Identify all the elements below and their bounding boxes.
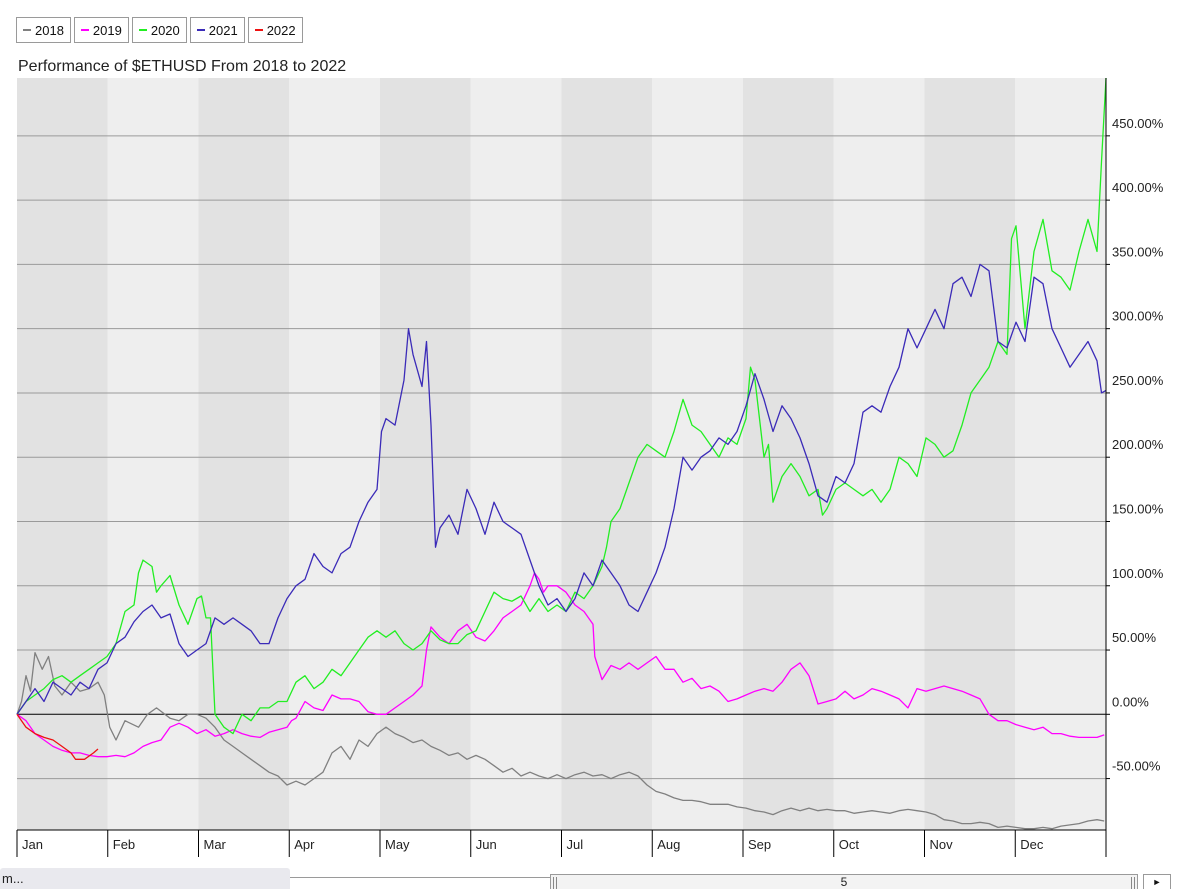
legend-swatch — [23, 29, 31, 31]
month-band — [107, 78, 199, 830]
x-tick-label-jun: Jun — [476, 837, 497, 852]
legend: 2018 2019 2020 2021 2022 — [16, 17, 303, 43]
legend-label: 2019 — [92, 22, 122, 38]
x-tick-label-jul: Jul — [567, 837, 584, 852]
series-line-2018 — [16, 651, 1105, 830]
month-band — [652, 78, 743, 830]
triangle-right-icon: ► — [1152, 877, 1162, 887]
series-line-2022 — [16, 713, 99, 760]
legend-swatch — [138, 29, 147, 31]
month-band — [470, 78, 562, 830]
legend-swatch — [80, 29, 89, 31]
x-tick-label-may: May — [385, 837, 410, 852]
scrollbar-track[interactable] — [290, 877, 550, 878]
month-band — [924, 78, 1016, 830]
x-tick-label-apr: Apr — [294, 837, 315, 852]
month-band — [833, 78, 925, 830]
y-tick-label: 400.00% — [1112, 180, 1164, 195]
legend-item-2020[interactable]: 2020 — [131, 17, 187, 43]
series-line-2021 — [16, 263, 1107, 715]
month-band — [17, 78, 108, 830]
legend-label: 2020 — [150, 22, 180, 38]
legend-item-2022[interactable]: 2022 — [247, 17, 303, 43]
legend-item-2018[interactable]: 2018 — [16, 17, 71, 43]
legend-label: 2018 — [35, 22, 64, 38]
y-tick-label: -50.00% — [1112, 759, 1161, 774]
month-band — [380, 78, 471, 830]
legend-swatch — [196, 29, 205, 31]
month-band — [561, 78, 653, 830]
month-band — [1015, 78, 1106, 830]
x-tick-label-oct: Oct — [839, 837, 860, 852]
y-tick-label: 250.00% — [1112, 373, 1164, 388]
legend-label: 2021 — [208, 22, 238, 38]
y-tick-label: 300.00% — [1112, 309, 1164, 324]
y-tick-label: 0.00% — [1112, 694, 1149, 709]
x-tick-label-nov: Nov — [930, 837, 954, 852]
legend-item-2019[interactable]: 2019 — [73, 17, 129, 43]
x-tick-label-dec: Dec — [1020, 837, 1044, 852]
y-tick-label: 50.00% — [1112, 630, 1157, 645]
y-tick-label: 100.00% — [1112, 566, 1164, 581]
y-tick-label: 200.00% — [1112, 437, 1164, 452]
grip-right-icon[interactable] — [1131, 877, 1135, 889]
scrollbar-thumb[interactable]: 5 — [550, 874, 1138, 889]
bottom-bar: m... 5 ► — [0, 868, 1203, 889]
grip-left-icon[interactable] — [553, 877, 557, 889]
series-line-2020 — [16, 77, 1107, 735]
month-band — [289, 78, 380, 830]
scroll-value: 5 — [840, 875, 848, 889]
month-band — [743, 78, 834, 830]
y-tick-label: 350.00% — [1112, 244, 1164, 259]
legend-swatch — [254, 29, 263, 31]
x-tick-label-feb: Feb — [113, 837, 135, 852]
y-tick-label: 150.00% — [1112, 501, 1164, 516]
y-tick-label: 450.00% — [1112, 116, 1164, 131]
x-tick-label-jan: Jan — [22, 837, 43, 852]
month-band — [198, 78, 290, 830]
series-line-2019 — [16, 572, 1105, 758]
legend-item-2021[interactable]: 2021 — [189, 17, 245, 43]
legend-label: 2022 — [266, 22, 296, 38]
scroll-right-button[interactable]: ► — [1143, 874, 1171, 889]
x-tick-label-mar: Mar — [204, 837, 227, 852]
x-tick-label-sep: Sep — [748, 837, 771, 852]
chart-title: Performance of $ETHUSD From 2018 to 2022 — [18, 58, 347, 75]
x-tick-label-aug: Aug — [657, 837, 680, 852]
tooltip-box: m... — [0, 868, 290, 889]
